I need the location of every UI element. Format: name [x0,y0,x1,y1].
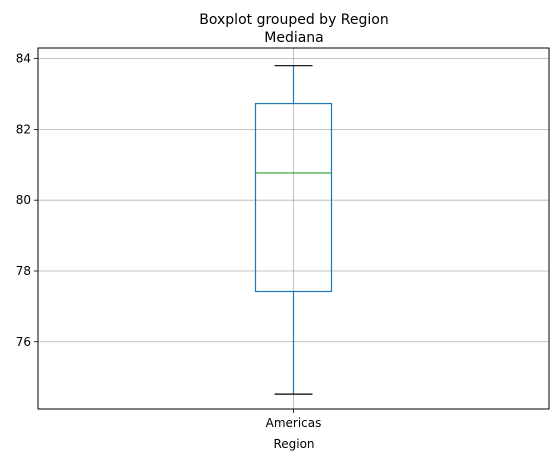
x-tick-label: Americas [266,416,322,430]
chart-title: Mediana [264,30,324,46]
iqr-box [254,102,333,293]
y-tick-label: 82 [16,122,31,136]
x-axis-label: Region [273,437,314,451]
grid-lines [38,48,549,409]
y-tick-label: 76 [16,335,31,349]
x-ticks: Americas [266,409,322,430]
y-tick-label: 84 [16,52,31,66]
y-tick-label: 80 [16,193,31,207]
chart-suptitle: Boxplot grouped by Region [199,12,388,28]
box-elements [254,65,333,395]
y-tick-label: 78 [16,264,31,278]
y-ticks: 76 78 80 82 84 [16,52,38,349]
